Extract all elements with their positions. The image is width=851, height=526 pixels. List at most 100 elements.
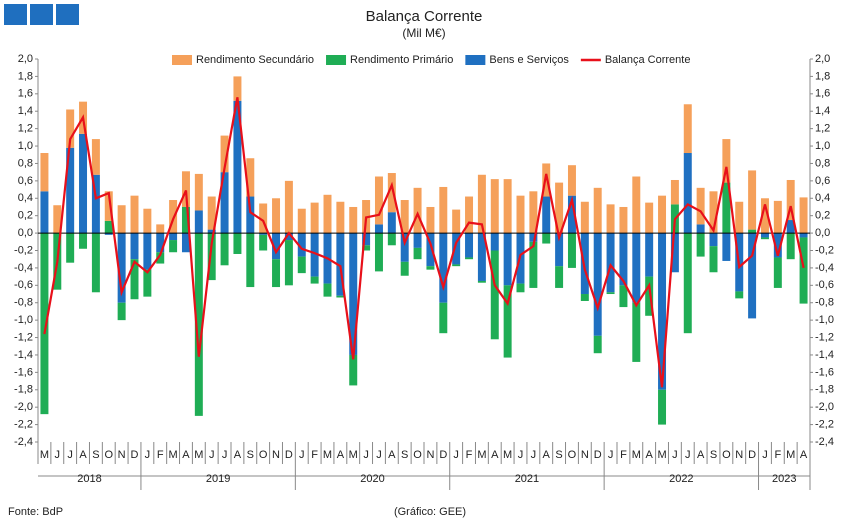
bar [735,201,744,234]
bar [130,233,139,260]
legend-swatch [172,55,192,65]
x-tick-label: A [182,449,190,461]
legend-label: Rendimento Primário [350,54,453,66]
bar [567,195,576,234]
bar [117,302,126,321]
x-tick-label: A [645,449,653,461]
x-tick-label: S [401,449,408,461]
x-tick-label: J [209,449,215,461]
year-label: 2023 [772,473,796,485]
bar [503,233,512,286]
legend-label: Bens e Serviços [489,54,569,66]
bar [220,135,229,173]
bar [645,233,654,277]
bar [503,285,512,358]
x-tick-label: M [477,449,486,461]
y2-tick-label: -1,6 [815,366,834,378]
bar [130,259,139,300]
bar [658,195,667,234]
y-tick-label: -1,8 [14,384,33,396]
year-label: 2020 [360,473,384,485]
bar [786,220,795,234]
bar [773,233,782,258]
bar [465,257,474,260]
bar [374,233,383,272]
bar [272,259,281,288]
x-tick-label: F [774,449,781,461]
x-tick-label: F [466,449,473,461]
bar [413,187,422,234]
x-tick-label: J [299,449,305,461]
x-tick-label: O [259,449,268,461]
bar [670,233,679,273]
y-tick-label: -2,0 [14,401,33,413]
y2-tick-label: -2,0 [815,401,834,413]
x-tick-label: A [800,449,808,461]
bar [477,174,486,234]
bar [529,241,538,288]
x-tick-label: J [67,449,73,461]
bar [362,245,371,251]
bar [143,269,152,297]
bar [516,195,525,234]
y2-tick-label: -1,2 [815,331,834,343]
y-tick-label: -1,0 [14,314,33,326]
y2-tick-label: 1,2 [815,123,830,135]
x-tick-label: D [131,449,139,461]
bar [349,233,358,355]
bar [799,237,808,304]
bar [246,158,255,197]
y-tick-label: -1,6 [14,366,33,378]
x-tick-label: O [104,449,113,461]
bar [104,233,113,235]
bar [709,191,718,234]
bar [516,283,525,293]
legend-swatch [465,55,486,65]
bar [760,233,769,238]
bar [748,229,757,234]
bar [696,233,705,257]
bar [619,233,628,286]
y2-tick-label: 1,4 [815,105,830,117]
bar [259,234,268,251]
bar [773,257,782,288]
legend-swatch [326,55,347,65]
bar [194,173,203,211]
bar [259,203,268,234]
bar [786,179,795,221]
bar [207,196,216,230]
bar [580,201,589,234]
y2-tick-label: -0,4 [815,262,834,274]
bar [194,233,203,416]
bar [40,153,49,192]
bar [194,210,203,234]
y-tick-label: 1,0 [18,140,33,152]
bar [91,139,100,175]
bar [40,191,49,234]
bar [439,302,448,334]
bar [426,206,435,234]
x-tick-label: N [581,449,589,461]
x-tick-label: J [762,449,768,461]
y-tick-label: -2,4 [14,436,33,448]
bar [233,233,242,254]
x-tick-label: D [748,449,756,461]
y-tick-label: 1,2 [18,123,33,135]
bar [181,171,190,207]
x-tick-label: J [453,449,459,461]
bar [465,196,474,234]
year-label: 2021 [515,473,539,485]
bar [465,233,474,258]
x-tick-label: M [503,449,512,461]
bar [117,205,126,234]
bar [374,224,383,234]
bar [259,233,268,235]
bar [323,283,332,297]
bar [310,233,319,277]
bar [66,233,75,263]
bar [773,200,782,234]
bar [297,208,306,234]
x-tick-label: F [157,449,164,461]
y-tick-label: 0,0 [18,227,33,239]
bar [336,201,345,234]
